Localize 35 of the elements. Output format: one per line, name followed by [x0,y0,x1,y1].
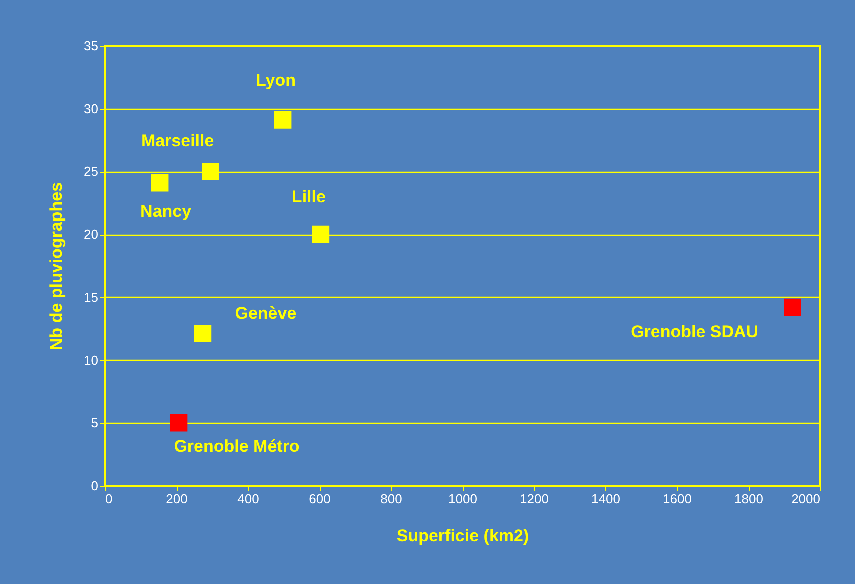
annotation: Lyon [256,71,296,90]
x-tick-label: 1000 [448,492,478,506]
y-tick-label: 10 [84,352,98,368]
point [784,298,802,316]
point [194,325,212,343]
annotation: Nancy [140,202,192,222]
x-axis-title: Superficie (km2) [396,526,530,546]
point [274,112,292,129]
x-tick-label: 600 [309,492,331,506]
x-tick-label: 2000 [792,492,820,506]
x-tick-label: 1400 [592,492,620,506]
y-tick-label: 15 [84,290,98,305]
annotation: Lille [292,188,326,207]
point [151,174,169,192]
y-tick-label: 20 [84,227,98,242]
point [170,414,188,432]
x-tick-label: 1200 [520,492,549,506]
y-axis-title: Nb de pluviographes [47,182,66,351]
point [202,163,220,180]
x-tick-label: 400 [238,492,260,506]
y-tick-label: 0 [91,478,98,494]
x-tick-label: 1800 [734,492,764,506]
y-tick-label: 30 [84,101,98,116]
annotation: Marseille [141,132,214,151]
x-tick-label: 1600 [663,492,692,506]
y-tick-label: 35 [84,38,98,54]
y-tick-label: 25 [84,164,98,180]
point [312,226,330,244]
x-tick-label: 200 [166,492,188,506]
x-tick-label: 0 [106,492,113,506]
annotation: Grenoble Métro [174,437,300,456]
y-tick-label: 5 [91,416,98,431]
annotation: Grenoble SDAU [631,322,759,342]
x-tick-label: 800 [380,492,402,506]
annotation: Genève [235,304,297,323]
